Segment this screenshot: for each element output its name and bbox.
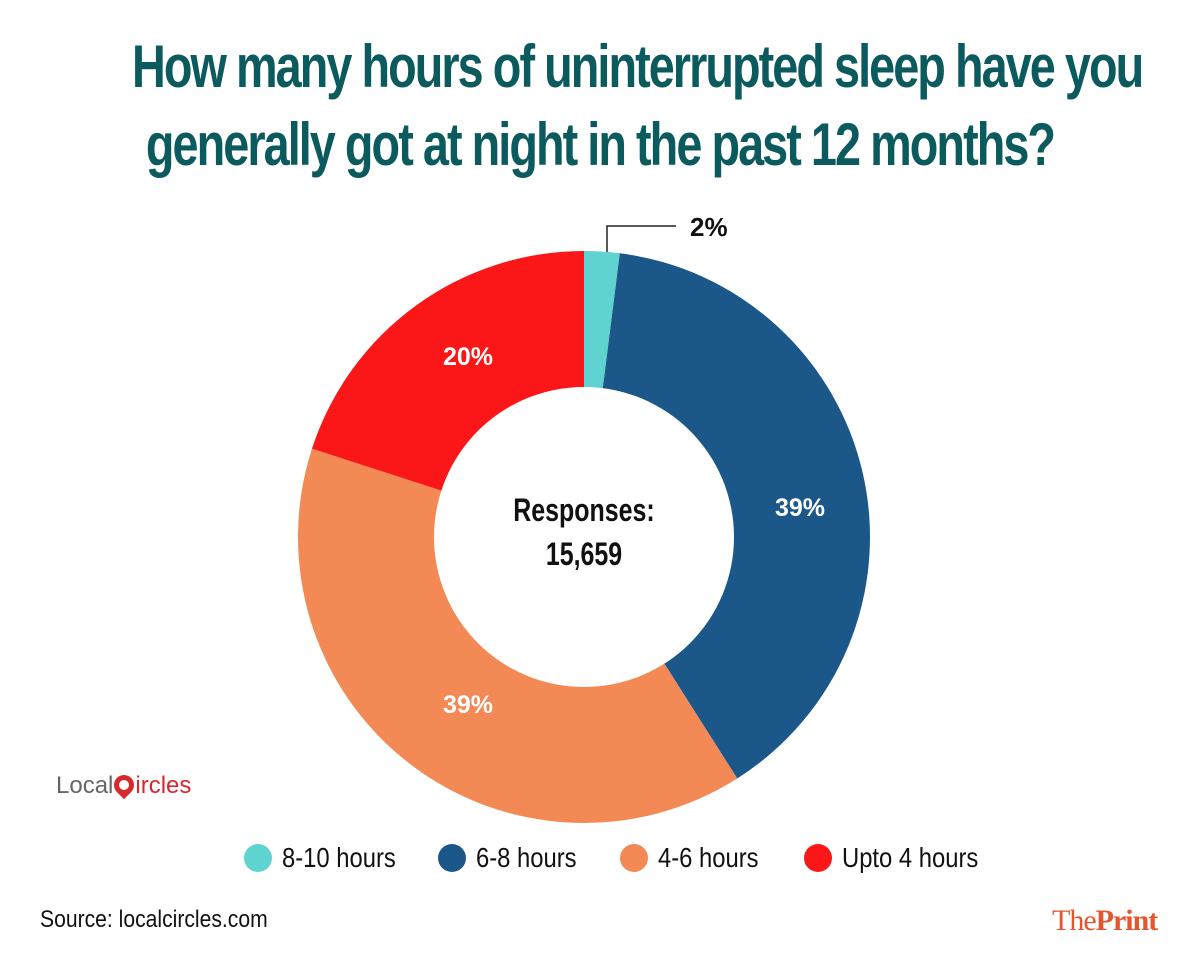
legend-item-8-10-hours: 8-10 hours: [244, 842, 416, 874]
brand-print: Print: [1095, 904, 1159, 937]
theprint-logo: ThePrint: [1052, 904, 1159, 938]
brand-the: The: [1052, 904, 1097, 937]
logo-circles-text: ircles: [135, 772, 192, 799]
donut-hole: [434, 387, 734, 687]
center-responses-label: Responses:: [513, 492, 655, 528]
legend-item-4-6-hours: 4-6 hours: [620, 842, 776, 874]
slice-label-upto-4-hours: 20%: [443, 343, 493, 371]
legend-label: 8-10 hours: [282, 842, 396, 873]
legend-swatch-icon: [620, 844, 648, 872]
chart-title-line-1: How many hours of uninterrupted sleep ha…: [132, 33, 1144, 100]
legend-swatch-icon: [804, 844, 832, 872]
center-responses-value: 15,659: [545, 536, 623, 572]
chart-title-line-2: generally got at night in the past 12 mo…: [145, 111, 1056, 178]
slice-label-6-8-hours: 39%: [775, 494, 825, 522]
logo-local-text: Local: [56, 772, 114, 799]
callout-line: [606, 225, 676, 252]
chart-title: How many hours of uninterrupted sleep ha…: [132, 28, 1144, 184]
legend-item-6-8-hours: 6-8 hours: [438, 842, 594, 874]
source-text: Source: localcircles.com: [40, 906, 268, 933]
legend-swatch-icon: [244, 844, 272, 872]
legend-label: Upto 4 hours: [842, 842, 979, 873]
legend-label: 6-8 hours: [476, 842, 577, 873]
slice-label-4-6-hours: 39%: [443, 691, 493, 719]
legend-swatch-icon: [438, 844, 466, 872]
legend-label: 4-6 hours: [658, 842, 759, 873]
localcircles-logo: Local ircles: [56, 770, 192, 800]
legend-item-upto-4-hours: Upto 4 hours: [804, 842, 1002, 874]
slice-label-8-10-hours: 2%: [690, 212, 728, 242]
